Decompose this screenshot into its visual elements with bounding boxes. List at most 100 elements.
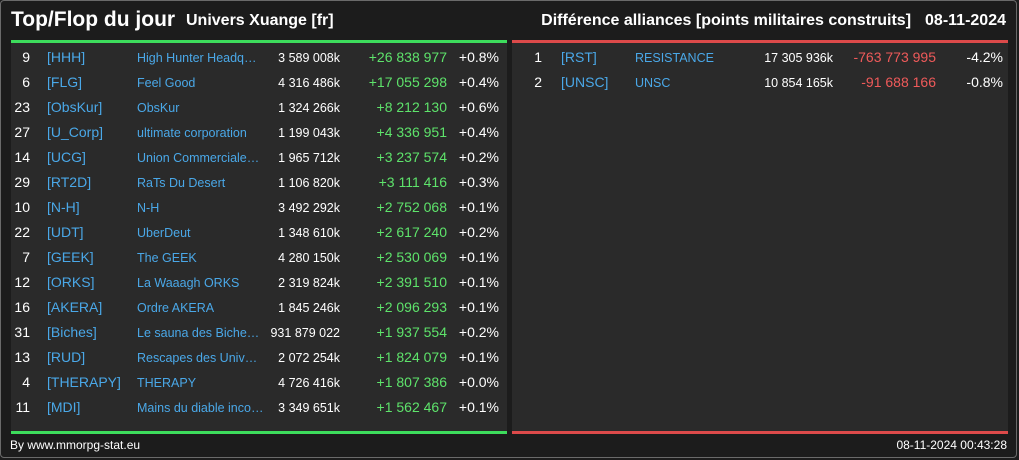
diff-cell: +2 391 510 (376, 274, 447, 290)
alliance-name-link[interactable]: High Hunter Headq… (137, 51, 257, 65)
rank-cell: 4 (22, 374, 30, 390)
alliance-name-link[interactable]: Le sauna des Biche… (137, 326, 260, 340)
percent-cell: +0.3% (458, 174, 499, 190)
alliance-name-link[interactable]: Feel Good (137, 76, 196, 90)
alliance-name-link[interactable]: Ordre AKERA (137, 301, 215, 315)
percent-cell: -0.8% (966, 74, 1003, 90)
rank-cell: 13 (14, 349, 30, 365)
alliance-tag-link[interactable]: [AKERA] (47, 299, 103, 315)
table-row: 10 [N-H] N-H 3 492 292k +2 752 068 +0.1% (11, 196, 507, 221)
alliance-name-link[interactable]: THERAPY (137, 376, 197, 390)
alliance-tag-link[interactable]: [HHH] (47, 49, 86, 65)
diff-cell: +1 824 079 (376, 349, 447, 365)
alliance-name-link[interactable]: UberDeut (137, 226, 191, 240)
alliance-tag-link[interactable]: [RUD] (47, 349, 86, 365)
alliance-name-link[interactable]: N-H (137, 201, 160, 215)
alliance-name-link[interactable]: ultimate corporation (137, 126, 247, 140)
alliance-name-link[interactable]: ObsKur (137, 101, 180, 115)
percent-cell: +0.2% (458, 149, 499, 165)
diff-cell: +8 212 130 (376, 99, 447, 115)
alliance-tag-link[interactable]: [THERAPY] (47, 374, 121, 390)
alliance-tag-link[interactable]: [ORKS] (47, 274, 95, 290)
alliance-tag-link[interactable]: [MDI] (47, 399, 81, 415)
flop-panel: 1 [RST] RESISTANCE 17 305 936k -763 773 995 -… (512, 40, 1008, 434)
table-row: 7 [GEEK] The GEEK 4 280 150k +2 530 069 +0.1% (11, 246, 507, 271)
header: Top/Flop du jour Univers Xuange [fr] Dif… (0, 0, 1019, 40)
footer-source: By www.mmorpg-stat.eu (10, 438, 141, 452)
points-cell: 1 348 610k (278, 226, 340, 240)
table-row: 14 [UCG] Union Commerciale… 1 965 712k +3 23… (11, 146, 507, 171)
points-cell: 3 492 292k (278, 201, 340, 215)
points-cell: 1 965 712k (278, 151, 340, 165)
alliance-tag-link[interactable]: [RT2D] (47, 174, 92, 190)
alliance-tag-link[interactable]: [RST] (561, 49, 597, 65)
diff-cell: +2 530 069 (376, 249, 447, 265)
percent-cell: +0.6% (458, 99, 499, 115)
table-row: 1 [RST] RESISTANCE 17 305 936k -763 773 995 -… (512, 46, 1008, 71)
percent-cell: +0.1% (458, 299, 499, 315)
table-row: 4 [THERAPY] THERAPY 4 726 416k +1 807 386 +0.… (11, 371, 507, 396)
alliance-tag-link[interactable]: [GEEK] (47, 249, 94, 265)
percent-cell: -4.2% (966, 49, 1003, 65)
alliance-tag-link[interactable]: [UCG] (47, 149, 86, 165)
rank-cell: 11 (15, 399, 30, 415)
alliance-name-link[interactable]: RESISTANCE (635, 51, 714, 65)
points-cell: 1 845 246k (278, 301, 340, 315)
diff-cell: +1 937 554 (376, 324, 447, 340)
alliance-name-link[interactable]: UNSC (635, 76, 671, 90)
percent-cell: +0.2% (458, 324, 499, 340)
ranking-subtitle: Différence alliances [points militaires … (541, 12, 912, 29)
rank-cell: 16 (14, 299, 30, 315)
alliance-tag-link[interactable]: [ObsKur] (47, 99, 103, 115)
rank-cell: 22 (14, 224, 30, 240)
table-row: 31 [Biches] Le sauna des Biche… 931 879 022… (11, 321, 507, 346)
percent-cell: +0.1% (458, 274, 499, 290)
table-row: 29 [RT2D] RaTs Du Desert 1 106 820k +3 111 4… (11, 171, 507, 196)
top-panel: 9 [HHH] High Hunter Headq… 3 589 008k +26 83… (11, 40, 507, 434)
diff-cell: +1 562 467 (376, 399, 447, 415)
points-cell: 3 349 651k (278, 401, 340, 415)
table-row: 11 [MDI] Mains du diable inco… 3 349 651k +1… (11, 396, 507, 421)
alliance-name-link[interactable]: Mains du diable inco… (137, 401, 264, 415)
points-cell: 2 319 824k (278, 276, 340, 290)
diff-cell: +2 752 068 (376, 199, 447, 215)
diff-cell: +17 055 298 (368, 74, 447, 90)
diff-cell: +2 096 293 (376, 299, 447, 315)
table-row: 27 [U_Corp] ultimate corporation 1 199 043k… (11, 121, 507, 146)
diff-cell: +4 336 951 (376, 124, 447, 140)
table-row: 2 [UNSC] UNSC 10 854 165k -91 688 166 -0.8% (512, 71, 1008, 96)
rank-cell: 29 (14, 174, 30, 190)
table-row: 22 [UDT] UberDeut 1 348 610k +2 617 240 +0.2% (11, 221, 507, 246)
alliance-name-link[interactable]: Rescapes des Univ… (137, 351, 258, 365)
alliance-name-link[interactable]: Union Commerciale… (137, 151, 260, 165)
page-title: Top/Flop du jour (11, 8, 176, 31)
alliance-tag-link[interactable]: [U_Corp] (47, 124, 104, 140)
rank-cell: 1 (534, 49, 542, 65)
points-cell: 4 280 150k (278, 251, 340, 265)
points-cell: 1 199 043k (278, 126, 340, 140)
diff-cell: +1 807 386 (376, 374, 447, 390)
alliance-tag-link[interactable]: [UNSC] (561, 74, 609, 90)
percent-cell: +0.8% (458, 49, 499, 65)
alliance-tag-link[interactable]: [Biches] (47, 324, 97, 340)
alliance-name-link[interactable]: The GEEK (137, 251, 197, 265)
percent-cell: +0.0% (458, 374, 499, 390)
diff-cell: -763 773 995 (853, 49, 936, 65)
rank-cell: 14 (14, 149, 30, 165)
percent-cell: +0.1% (458, 349, 499, 365)
percent-cell: +0.4% (458, 124, 499, 140)
table-row: 13 [RUD] Rescapes des Univ… 2 072 254k +1 82… (11, 346, 507, 371)
table-row: 6 [FLG] Feel Good 4 316 486k +17 055 298 +0.4… (11, 71, 507, 96)
alliance-name-link[interactable]: La Waaagh ORKS (137, 276, 240, 290)
rank-cell: 23 (14, 99, 30, 115)
alliance-tag-link[interactable]: [UDT] (47, 224, 84, 240)
diff-cell: +3 111 416 (378, 174, 447, 190)
alliance-name-link[interactable]: RaTs Du Desert (137, 176, 226, 190)
rank-cell: 9 (22, 49, 30, 65)
alliance-tag-link[interactable]: [FLG] (47, 74, 83, 90)
alliance-tag-link[interactable]: [N-H] (47, 199, 80, 215)
percent-cell: +0.1% (458, 399, 499, 415)
table-row: 23 [ObsKur] ObsKur 1 324 266k +8 212 130 +0.6… (11, 96, 507, 121)
points-cell: 10 854 165k (764, 76, 833, 90)
